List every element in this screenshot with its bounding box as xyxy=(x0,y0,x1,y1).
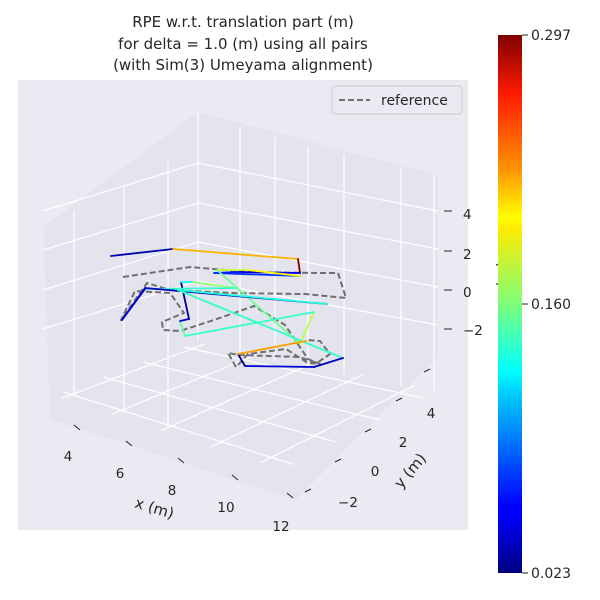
wall-gridline xyxy=(42,202,439,251)
y-tick-label: 2 xyxy=(399,435,408,451)
rpe-segment xyxy=(179,318,190,322)
x-tick-mark xyxy=(73,424,81,431)
y-tick-mark xyxy=(334,458,342,463)
title-line-2: for delta = 1.0 (m) using all pairs xyxy=(118,35,368,53)
title-line-3: (with Sim(3) Umeyama alignment) xyxy=(113,56,373,74)
reference-series xyxy=(120,266,347,368)
rpe-segment xyxy=(177,289,344,359)
x-tick-mark xyxy=(125,440,133,447)
colorbar-tick-label: 0.297 xyxy=(531,28,571,44)
rpe-segment xyxy=(247,269,301,277)
rpe-segment xyxy=(192,281,237,289)
axes-3d-panes xyxy=(42,82,452,500)
floor-gridline xyxy=(143,361,381,421)
x-tick-label: 6 xyxy=(116,466,125,482)
x-tick-label: 12 xyxy=(272,519,289,535)
floor-gridline xyxy=(103,376,337,443)
z-tick-label: 4 xyxy=(463,207,472,223)
pane-left xyxy=(43,82,198,227)
colorbar-ticks: 0.023 0.160 0.297 xyxy=(522,28,571,582)
z-tick-labels: −2 0 2 4 xyxy=(463,207,483,339)
rpe-segment xyxy=(213,272,301,277)
floor-gridline xyxy=(61,343,207,399)
y-tick-label: 4 xyxy=(427,406,436,422)
floor-gridline xyxy=(260,384,415,464)
rpe-segment xyxy=(299,311,315,345)
colorbar: 0.023 0.160 0.297 xyxy=(498,28,571,582)
rpe-segment xyxy=(184,311,315,337)
colorbar-tick-label: 0.023 xyxy=(531,566,571,582)
rpe-segment xyxy=(177,289,328,305)
y-tick-label: 0 xyxy=(371,464,380,480)
legend-box xyxy=(331,85,463,115)
colorbar-tick-label: 0.160 xyxy=(531,297,571,313)
x-tick-labels: 4 6 8 10 12 xyxy=(64,449,290,535)
rpe-segment xyxy=(121,287,146,321)
floor-gridline xyxy=(63,391,294,466)
colorbar-gradient xyxy=(498,35,522,573)
wall-gridline xyxy=(42,280,439,330)
floor-gridline xyxy=(160,363,311,432)
z-tick-label: 2 xyxy=(463,247,472,263)
title-line-1: RPE w.r.t. translation part (m) xyxy=(132,13,354,31)
z-tick-label: 0 xyxy=(463,285,472,301)
rpe-segment xyxy=(110,248,174,257)
y-tick-mark xyxy=(364,428,372,433)
y-tick-mark xyxy=(395,397,403,402)
y-tick-mark xyxy=(304,488,312,493)
rpe-segment xyxy=(237,340,307,355)
x-tick-mark xyxy=(177,457,185,464)
y-tick-mark xyxy=(423,368,431,373)
legend: reference xyxy=(331,85,463,115)
chart-title: RPE w.r.t. translation part (m) for delt… xyxy=(113,13,373,74)
reference-path xyxy=(120,266,347,368)
x-tick-label: 4 xyxy=(64,449,73,465)
x-tick-label: 8 xyxy=(168,483,177,499)
x-tick-label: 10 xyxy=(217,500,234,516)
rpe-segment xyxy=(244,365,315,368)
rpe-segment xyxy=(172,248,299,260)
wall-gridline xyxy=(42,162,439,212)
y-tick-labels: −2 0 2 4 xyxy=(338,406,435,511)
rpe-segment xyxy=(237,353,246,367)
y-tick-label: −2 xyxy=(338,495,358,511)
x-tick-mark xyxy=(286,492,294,499)
rpe-segment xyxy=(297,258,301,274)
wall-gridline xyxy=(42,241,439,291)
z-tick-label: −2 xyxy=(463,323,483,339)
rpe-series xyxy=(110,248,344,368)
floor-gridline xyxy=(210,374,363,448)
rpe-segment xyxy=(313,357,344,368)
legend-reference-label: reference xyxy=(381,93,448,109)
floor-gridline xyxy=(183,346,424,399)
x-tick-mark xyxy=(231,474,239,481)
rpe-segment xyxy=(179,320,186,337)
rpe-segment xyxy=(216,269,301,345)
